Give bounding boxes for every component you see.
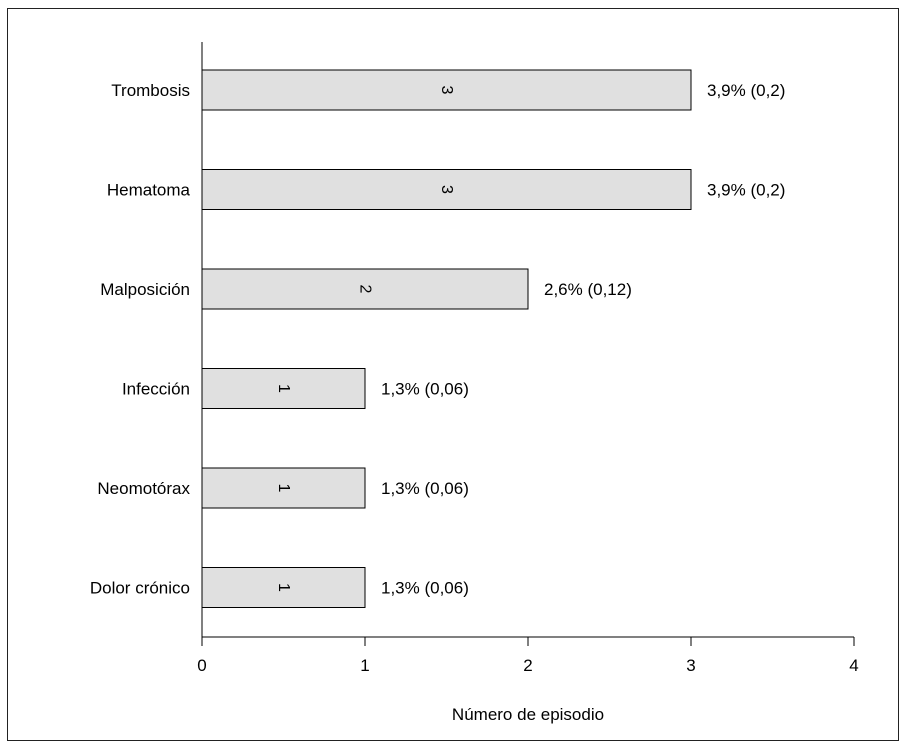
bar-annotation: 1,3% (0,06) — [381, 579, 469, 598]
bar-value-label: 3 — [438, 185, 455, 194]
bar-value-label: 3 — [438, 86, 455, 95]
bar-value-label: 1 — [275, 583, 292, 592]
bar-annotation: 1,3% (0,06) — [381, 479, 469, 498]
x-tick-label: 2 — [523, 656, 532, 675]
category-label: Infección — [122, 380, 190, 399]
bar-annotation: 3,9% (0,2) — [707, 81, 785, 100]
bar-annotation: 2,6% (0,12) — [544, 280, 632, 299]
bar-value-label: 2 — [357, 285, 374, 294]
x-tick-label: 4 — [849, 656, 858, 675]
category-label: Neomotórax — [97, 479, 190, 498]
x-axis-title: Número de episodio — [452, 705, 604, 724]
bar-annotation: 1,3% (0,06) — [381, 380, 469, 399]
bars-layer: 3 3 2 1 1 1 — [202, 70, 691, 608]
bar-annotation: 3,9% (0,2) — [707, 181, 785, 200]
x-tick-label: 0 — [197, 656, 206, 675]
category-label: Malposición — [100, 280, 190, 299]
x-tick-label: 3 — [686, 656, 695, 675]
x-tick-label: 1 — [360, 656, 369, 675]
category-label: Dolor crónico — [90, 579, 190, 598]
bar-value-label: 1 — [275, 484, 292, 493]
bar-value-label: 1 — [275, 384, 292, 393]
labels-layer: Trombosis 3,9% (0,2) Hematoma 3,9% (0,2) Mal… — [90, 81, 786, 598]
category-label: Trombosis — [111, 81, 190, 100]
category-label: Hematoma — [107, 181, 191, 200]
